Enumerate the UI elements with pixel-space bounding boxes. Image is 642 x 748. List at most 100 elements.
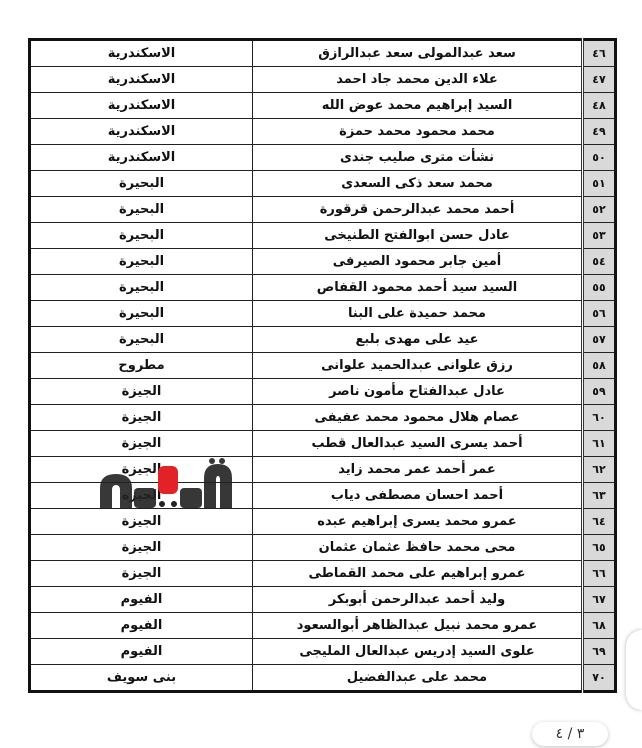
table-row: ٦٨ عمرو محمد نبيل عبدالظاهر أبوالسعود الفي… (29, 612, 616, 639)
governorate: الفيوم (29, 586, 253, 613)
row-number: ٦٢ (581, 456, 616, 483)
floating-action-button[interactable] (626, 630, 642, 710)
row-number: ٤٩ (581, 118, 616, 145)
person-name: محمد على عبدالفضيل (252, 664, 583, 692)
page-indicator: ٣ / ٤ (532, 722, 608, 746)
table-row: ٥٤ أمين جابر محمود الصيرفى البحيرة (29, 248, 616, 275)
row-number: ٦١ (581, 430, 616, 457)
governorate: الفيوم (29, 612, 253, 639)
table-row: ٦١ أحمد يسرى السيد عبدالعال قطب الجيزة (29, 430, 616, 457)
table-row: ٥٦ محمد حميدة على البنا البحيرة (29, 300, 616, 327)
table-row: ٦٥ محى محمد حافظ عثمان عثمان الجيزة (29, 534, 616, 561)
row-number: ٦٣ (581, 482, 616, 509)
row-number: ٥٨ (581, 352, 616, 379)
person-name: أحمد محمد عبدالرحمن قرقورة (252, 196, 583, 223)
person-name: أحمد احسان مصطفى دياب (252, 482, 583, 509)
governorate: البحيرة (29, 248, 253, 275)
person-name: أحمد يسرى السيد عبدالعال قطب (252, 430, 583, 457)
person-name: محمد محمود محمد حمزة (252, 118, 583, 145)
governorate: الاسكندرية (29, 66, 253, 93)
row-number: ٦٨ (581, 612, 616, 639)
table-row: ٥٥ السيد سيد أحمد محمود القفاص البحيرة (29, 274, 616, 301)
governorate: الجيزة (29, 560, 253, 587)
governorate: الجيزة (29, 378, 253, 405)
person-name: رزق علوانى عبدالحميد علوانى (252, 352, 583, 379)
row-number: ٥٤ (581, 248, 616, 275)
row-number: ٥٧ (581, 326, 616, 353)
person-name: محى محمد حافظ عثمان عثمان (252, 534, 583, 561)
row-number: ٦٤ (581, 508, 616, 535)
row-number: ٥١ (581, 170, 616, 197)
row-number: ٦٩ (581, 638, 616, 665)
governorate: البحيرة (29, 196, 253, 223)
governorate: الجيزة (29, 430, 253, 457)
governorate: الاسكندرية (29, 144, 253, 171)
table-row: ٤٨ السيد إبراهيم محمد عوض الله الاسكندرية (29, 92, 616, 119)
table-row: ٧٠ محمد على عبدالفضيل بنى سويف (29, 664, 616, 692)
governorate: مطروح (29, 352, 253, 379)
row-number: ٤٧ (581, 66, 616, 93)
person-name: محمد سعد ذكى السعدى (252, 170, 583, 197)
governorate: الجيزة (29, 534, 253, 561)
table-row: ٦٩ علوى السيد إدريس عبدالعال المليجى الفيو… (29, 638, 616, 665)
row-number: ٥٩ (581, 378, 616, 405)
table-row: ٥٠ نشأت مترى صليب جندى الاسكندرية (29, 144, 616, 171)
table-row: ٥٩ عادل عبدالفتاح مأمون ناصر الجيزة (29, 378, 616, 405)
person-name: عمرو إبراهيم على محمد القماطى (252, 560, 583, 587)
person-name: سعد عبدالمولى سعد عبدالرازق (252, 39, 583, 67)
table-row: ٥٣ عادل حسن ابوالفتح الطنيخى البحيرة (29, 222, 616, 249)
table-row: ٤٩ محمد محمود محمد حمزة الاسكندرية (29, 118, 616, 145)
row-number: ٤٨ (581, 92, 616, 119)
person-name: نشأت مترى صليب جندى (252, 144, 583, 171)
row-number: ٦٥ (581, 534, 616, 561)
row-number: ٥٢ (581, 196, 616, 223)
row-number: ٥٣ (581, 222, 616, 249)
person-name: السيد إبراهيم محمد عوض الله (252, 92, 583, 119)
row-number: ٦٦ (581, 560, 616, 587)
table-row: ٥٢ أحمد محمد عبدالرحمن قرقورة البحيرة (29, 196, 616, 223)
table-row: ٤٧ علاء الدين محمد جاد احمد الاسكندرية (29, 66, 616, 93)
table-row: ٥٧ عيد على مهدى بلبع البحيرة (29, 326, 616, 353)
governorate: البحيرة (29, 326, 253, 353)
person-name: السيد سيد أحمد محمود القفاص (252, 274, 583, 301)
person-name: عادل حسن ابوالفتح الطنيخى (252, 222, 583, 249)
person-name: عيد على مهدى بلبع (252, 326, 583, 353)
row-number: ٤٦ (581, 39, 616, 67)
person-name: عصام هلال محمود محمد عفيفى (252, 404, 583, 431)
governorate: البحيرة (29, 274, 253, 301)
governorate: البحيرة (29, 170, 253, 197)
governorate: البحيرة (29, 300, 253, 327)
person-name: وليد أحمد عبدالرحمن أبوبكر (252, 586, 583, 613)
row-number: ٧٠ (581, 664, 616, 692)
governorate: الجيزة (29, 404, 253, 431)
row-number: ٥٠ (581, 144, 616, 171)
person-name: علاء الدين محمد جاد احمد (252, 66, 583, 93)
governorate: الجيزة (29, 508, 253, 535)
person-name: عادل عبدالفتاح مأمون ناصر (252, 378, 583, 405)
person-name: علوى السيد إدريس عبدالعال المليجى (252, 638, 583, 665)
person-name: عمر أحمد عمر محمد زايد (252, 456, 583, 483)
table-row: ٥٨ رزق علوانى عبدالحميد علوانى مطروح (29, 352, 616, 379)
row-number: ٦٧ (581, 586, 616, 613)
table-row: ٦٦ عمرو إبراهيم على محمد القماطى الجيزة (29, 560, 616, 587)
governorate: البحيرة (29, 222, 253, 249)
vito-logo-watermark (100, 458, 232, 508)
governorate: الفيوم (29, 638, 253, 665)
person-name: أمين جابر محمود الصيرفى (252, 248, 583, 275)
governorate: الاسكندرية (29, 39, 253, 67)
table-row: ٤٦ سعد عبدالمولى سعد عبدالرازق الاسكندرية (29, 39, 616, 67)
row-number: ٥٦ (581, 300, 616, 327)
person-name: محمد حميدة على البنا (252, 300, 583, 327)
table-row: ٥١ محمد سعد ذكى السعدى البحيرة (29, 170, 616, 197)
table-row: ٦٠ عصام هلال محمود محمد عفيفى الجيزة (29, 404, 616, 431)
person-name: عمرو محمد نبيل عبدالظاهر أبوالسعود (252, 612, 583, 639)
governorate: الاسكندرية (29, 92, 253, 119)
row-number: ٥٥ (581, 274, 616, 301)
governorate: الاسكندرية (29, 118, 253, 145)
names-table: ٤٦ سعد عبدالمولى سعد عبدالرازق الاسكندرية ٤… (28, 38, 617, 693)
person-name: عمرو محمد يسرى إبراهيم عبده (252, 508, 583, 535)
page-indicator-label: ٣ / ٤ (555, 726, 585, 742)
governorate: بنى سويف (29, 664, 253, 692)
row-number: ٦٠ (581, 404, 616, 431)
table-row: ٦٧ وليد أحمد عبدالرحمن أبوبكر الفيوم (29, 586, 616, 613)
